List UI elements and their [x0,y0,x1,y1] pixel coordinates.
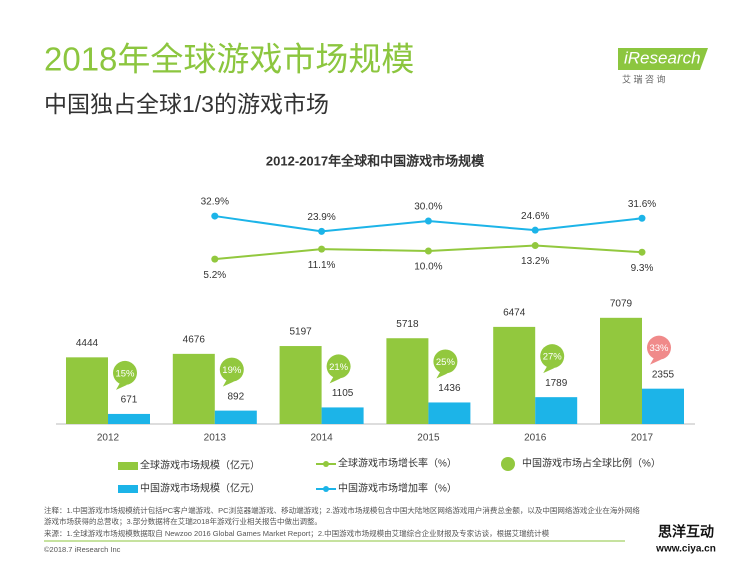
bubble-label: 33% [649,343,669,354]
bubble [113,360,137,385]
bubble [219,357,244,382]
note: 注释：1.中国游戏市场规模统计包括PC客户端游戏、PC浏览器端游戏、移动端游戏；… [44,505,640,515]
bar [535,397,578,424]
bar [321,407,364,424]
watermark: 思洋互动 [658,524,714,540]
bubble [433,349,458,374]
logo-bg [618,48,708,70]
x-tick-label: 2017 [631,433,654,444]
legend-swatch [118,485,138,493]
data-label: 30.0% [414,202,442,213]
legend-label: 中国游戏市场规模（亿元） [140,482,260,495]
bubble [326,354,351,379]
data-label: 5197 [289,327,312,338]
line-point [424,247,432,255]
note: 来源：1.全球游戏市场规模数据取自 Newzoo 2016 Global Gam… [44,528,550,538]
bar [642,388,684,424]
bubble [647,335,671,360]
data-label: 5718 [396,319,419,330]
data-label: 31.6% [628,199,656,210]
copyright: ©2018.7 iResearch Inc [44,545,121,554]
data-label: 9.3% [631,263,654,274]
data-label: 4676 [183,335,206,346]
legend-label: 全球游戏市场规模（亿元） [140,459,260,472]
bar [279,346,322,424]
bar [428,402,471,424]
line-point [318,245,326,253]
x-tick-label: 2014 [310,433,333,444]
data-label: 11.1% [308,260,336,271]
watermark-url: www.ciya.cn [655,544,716,555]
legend-swatch [323,486,329,492]
bar [108,413,150,424]
bar [172,353,215,424]
legend-label: 中国游戏市场占全球比例（%） [522,457,661,470]
data-label: 1436 [438,383,461,394]
line-point [638,248,646,256]
bubble-label: 15% [115,368,135,379]
legend-swatch [118,462,138,470]
watermark-bg [640,522,732,556]
line-point [211,212,219,220]
chart-title: 2012-2017年全球和中国游戏市场规模 [266,153,485,168]
data-label: 1105 [332,388,354,399]
data-label: 23.9% [307,212,335,223]
data-label: 671 [121,395,138,406]
bubble-label: 27% [543,352,563,363]
slide-title: 2018年全球游戏市场规模 [44,41,414,78]
bar [493,326,536,424]
line-point [531,226,539,234]
legend-swatch [501,457,515,471]
logo: iResearch [624,48,701,67]
legend-swatch [323,461,329,467]
data-label: 13.2% [521,256,549,267]
data-label: 6474 [503,308,526,319]
line-point [211,255,219,263]
data-label: 2355 [652,369,675,380]
line-point [531,242,539,250]
x-tick-label: 2013 [204,433,227,444]
bubble [540,344,565,369]
line-point [638,214,646,222]
bar [386,338,429,424]
x-tick-label: 2015 [417,433,440,444]
data-label: 24.6% [521,211,549,222]
data-label: 1789 [545,378,568,389]
note: 游戏市场获得的总营收；3.部分数据将在艾瑞2018年游戏行业相关报告中做出调整。 [44,516,322,526]
bar [600,317,642,424]
bubble-label: 21% [329,362,349,373]
data-label: 892 [227,391,244,402]
bar [214,410,257,424]
line-point [318,227,326,235]
data-label: 32.9% [201,197,229,208]
bubble-label: 19% [222,365,242,376]
x-tick-label: 2012 [97,433,120,444]
bar [66,357,108,424]
legend-label: 中国游戏市场增加率（%） [338,482,457,495]
data-label: 4444 [76,338,99,349]
data-label: 7079 [610,298,633,309]
line-point [424,217,432,225]
legend-label: 全球游戏市场增长率（%） [338,457,457,470]
data-label: 10.0% [414,262,442,273]
x-tick-label: 2016 [524,433,547,444]
data-label: 5.2% [203,270,226,281]
bubble-label: 25% [436,357,456,368]
slide-subtitle: 中国独占全球1/3的游戏市场 [44,91,329,117]
logo-sub: 艾 瑞 咨 询 [622,73,666,84]
